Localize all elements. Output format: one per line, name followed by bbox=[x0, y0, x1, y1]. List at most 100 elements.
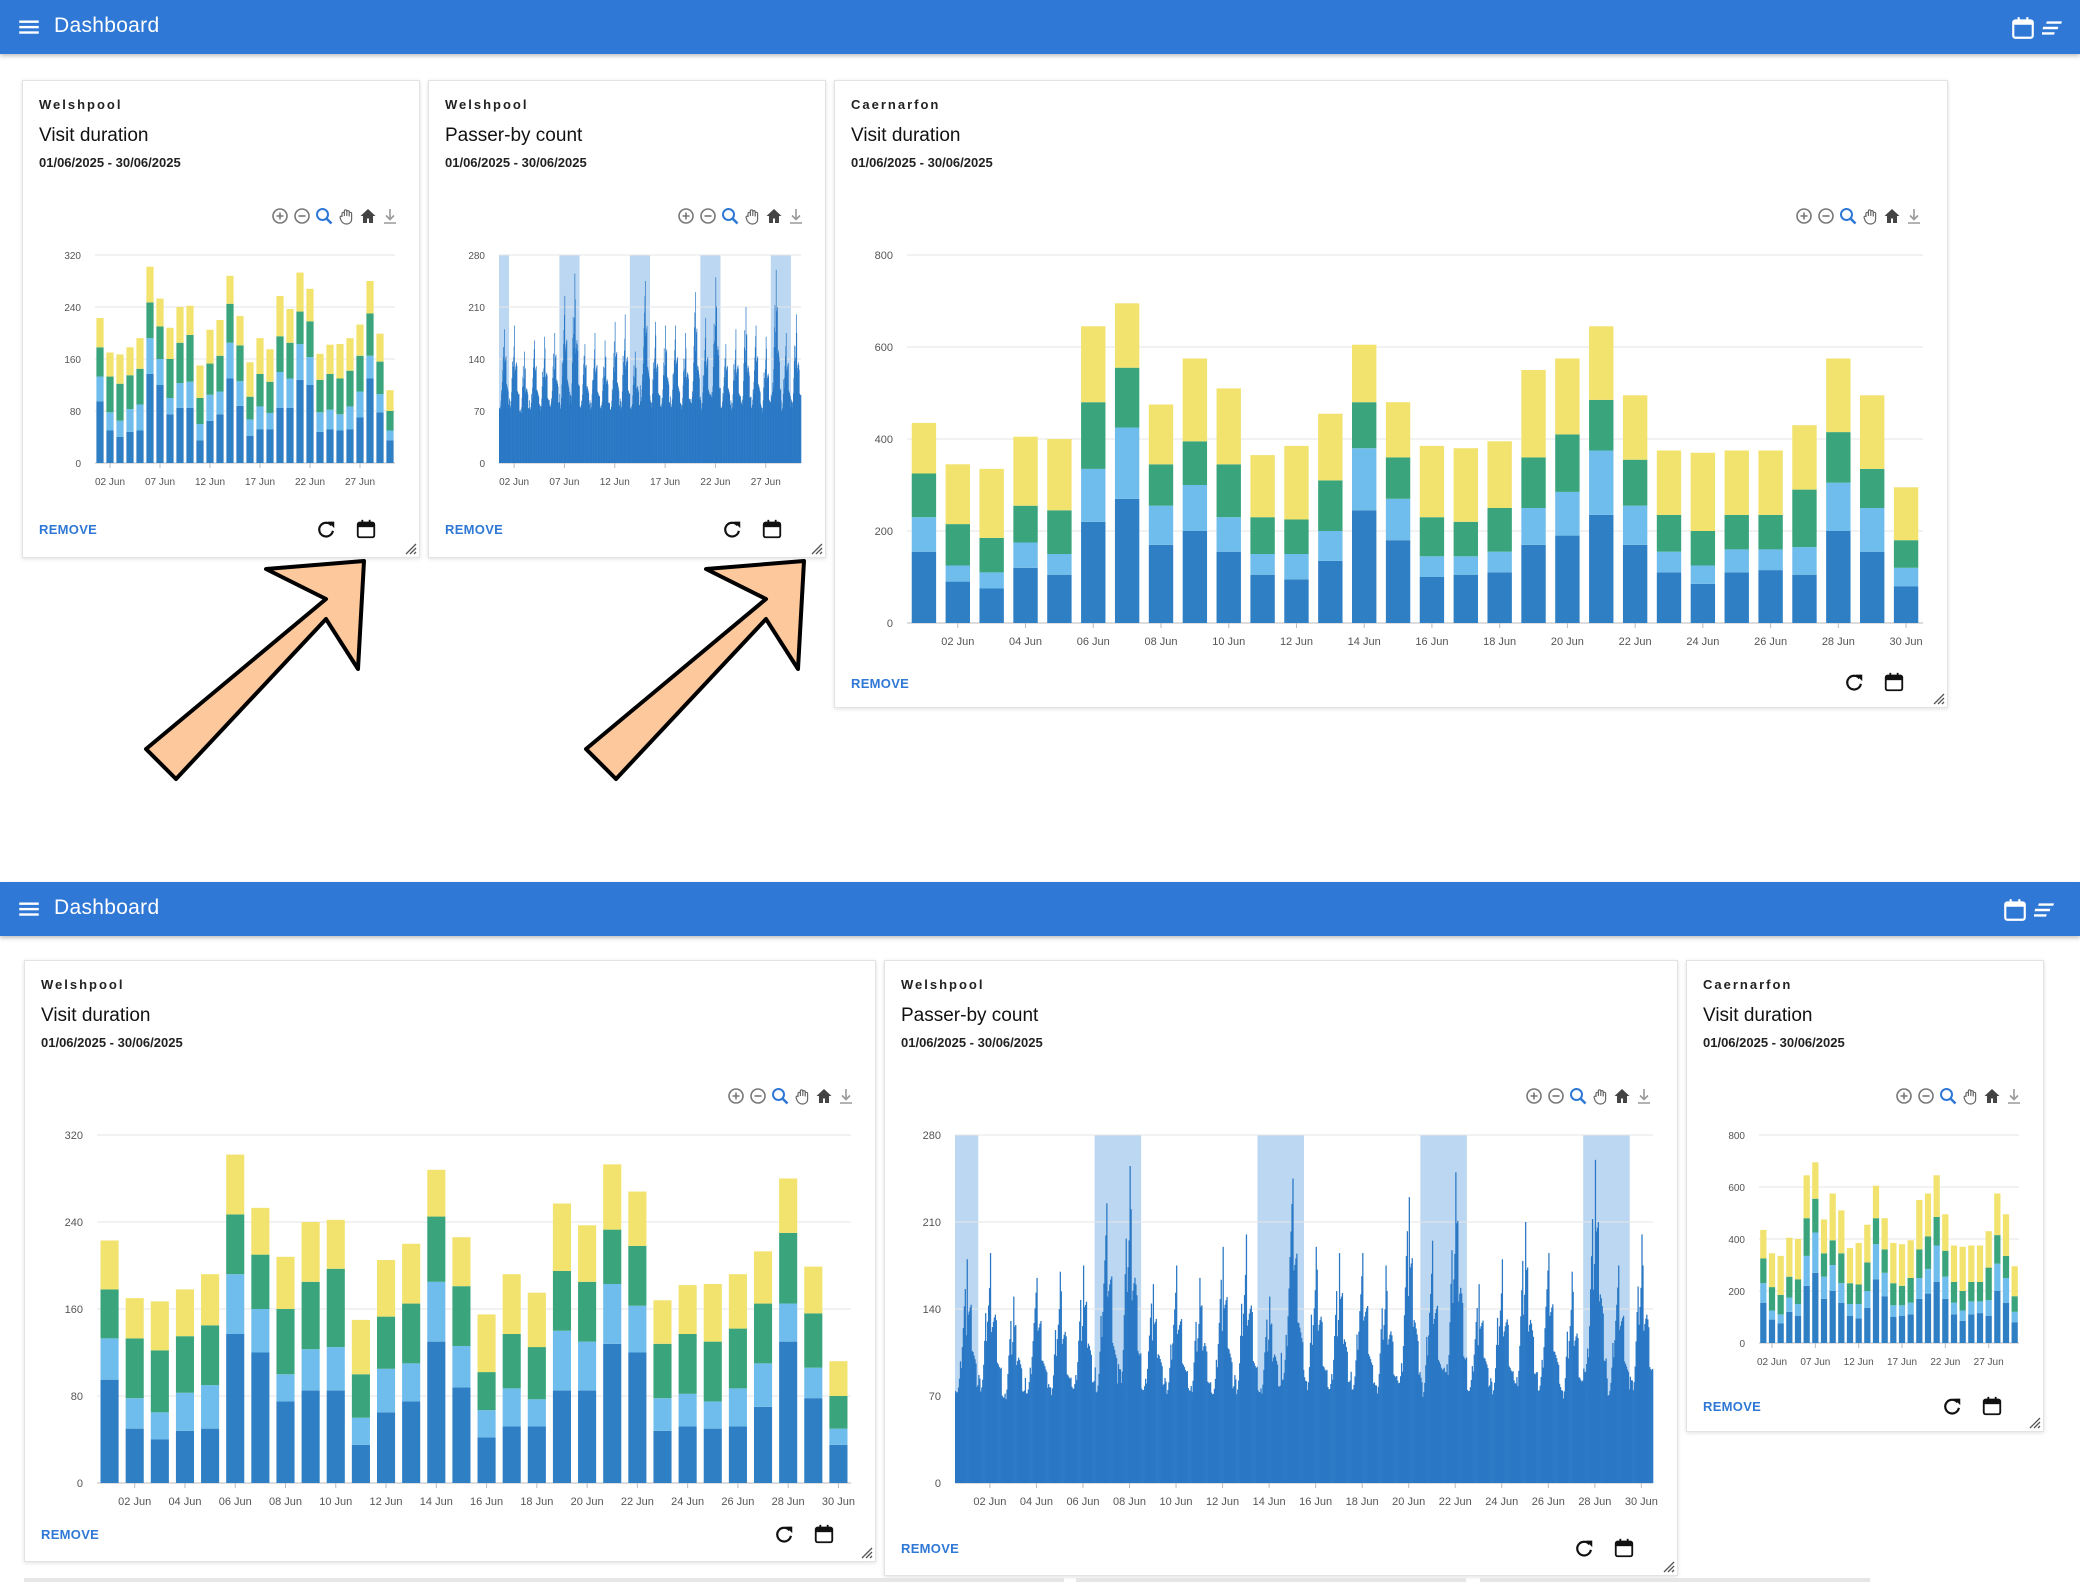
hourly-bar[interactable] bbox=[590, 407, 592, 463]
hourly-bar[interactable] bbox=[1299, 1327, 1301, 1483]
hourly-bar[interactable] bbox=[734, 359, 736, 463]
bar-segment[interactable] bbox=[1114, 303, 1140, 368]
hourly-bar[interactable] bbox=[1041, 1360, 1043, 1483]
hourly-bar[interactable] bbox=[1483, 1357, 1485, 1483]
hourly-bar[interactable] bbox=[652, 362, 654, 463]
bar-segment[interactable] bbox=[2002, 1302, 2010, 1343]
hourly-bar[interactable] bbox=[988, 1288, 991, 1483]
hourly-bar[interactable] bbox=[1298, 1323, 1300, 1483]
hourly-bar[interactable] bbox=[1378, 1373, 1380, 1483]
hourly-bar[interactable] bbox=[1278, 1386, 1281, 1483]
hourly-bar[interactable] bbox=[1027, 1389, 1029, 1483]
bar-segment[interactable] bbox=[351, 1444, 370, 1483]
bar-segment[interactable] bbox=[945, 565, 970, 582]
hourly-bar[interactable] bbox=[1393, 1374, 1395, 1483]
hourly-bar[interactable] bbox=[1147, 1351, 1150, 1483]
hourly-bar[interactable] bbox=[536, 390, 538, 463]
hourly-bar[interactable] bbox=[1019, 1364, 1022, 1483]
bar-segment[interactable] bbox=[266, 412, 274, 430]
hourly-bar[interactable] bbox=[579, 385, 580, 463]
hourly-bar[interactable] bbox=[705, 318, 707, 463]
bar-segment[interactable] bbox=[1318, 531, 1343, 561]
hourly-bar[interactable] bbox=[1462, 1302, 1464, 1483]
hourly-bar[interactable] bbox=[1490, 1378, 1492, 1483]
hourly-bar[interactable] bbox=[1282, 1379, 1284, 1483]
bar-segment[interactable] bbox=[1864, 1262, 1871, 1291]
hourly-bar[interactable] bbox=[1022, 1391, 1025, 1483]
hourly-bar[interactable] bbox=[730, 404, 731, 463]
hourly-bar[interactable] bbox=[642, 363, 644, 463]
hourly-bar[interactable] bbox=[1432, 1324, 1435, 1483]
hourly-bar[interactable] bbox=[584, 344, 586, 463]
hourly-bar[interactable] bbox=[714, 341, 716, 463]
hourly-bar[interactable] bbox=[1018, 1357, 1020, 1483]
hourly-bar[interactable] bbox=[592, 389, 594, 463]
bar-segment[interactable] bbox=[678, 1285, 697, 1335]
bar-segment[interactable] bbox=[804, 1313, 823, 1368]
hourly-bar[interactable] bbox=[511, 378, 513, 463]
hourly-bar[interactable] bbox=[735, 375, 737, 463]
bar-segment[interactable] bbox=[1872, 1185, 1880, 1219]
bar-segment[interactable] bbox=[1013, 436, 1038, 506]
hourly-bar[interactable] bbox=[993, 1317, 996, 1483]
hourly-bar[interactable] bbox=[1214, 1378, 1217, 1483]
hourly-bar[interactable] bbox=[1546, 1289, 1548, 1483]
hourly-bar[interactable] bbox=[1049, 1387, 1051, 1483]
hourly-bar[interactable] bbox=[510, 405, 512, 463]
hourly-bar[interactable] bbox=[1381, 1308, 1383, 1483]
pan-hand-icon[interactable] bbox=[743, 207, 761, 225]
hourly-bar[interactable] bbox=[574, 273, 576, 463]
hourly-bar[interactable] bbox=[676, 360, 678, 463]
bar-segment[interactable] bbox=[1893, 540, 1919, 568]
hourly-bar[interactable] bbox=[1231, 1362, 1233, 1483]
hourly-bar[interactable] bbox=[566, 339, 568, 463]
hourly-bar[interactable] bbox=[1595, 1231, 1598, 1483]
bar-segment[interactable] bbox=[126, 409, 134, 432]
hourly-bar[interactable] bbox=[651, 407, 652, 463]
hourly-bar[interactable] bbox=[527, 392, 528, 463]
hourly-bar[interactable] bbox=[757, 356, 759, 463]
hourly-bar[interactable] bbox=[507, 391, 509, 463]
bar-segment[interactable] bbox=[146, 338, 154, 374]
hourly-bar[interactable] bbox=[754, 347, 756, 463]
bar-segment[interactable] bbox=[346, 406, 354, 430]
bar-segment[interactable] bbox=[779, 1178, 798, 1233]
hourly-bar[interactable] bbox=[1244, 1274, 1247, 1483]
hourly-bar[interactable] bbox=[500, 405, 501, 463]
hourly-bar[interactable] bbox=[699, 396, 701, 463]
hourly-bar[interactable] bbox=[779, 361, 780, 463]
hourly-bar[interactable] bbox=[652, 379, 654, 463]
bar-segment[interactable] bbox=[552, 1330, 572, 1391]
hourly-bar[interactable] bbox=[1125, 1238, 1127, 1483]
hourly-bar[interactable] bbox=[1405, 1256, 1408, 1483]
hourly-bar[interactable] bbox=[1481, 1322, 1483, 1483]
hourly-bar[interactable] bbox=[1574, 1340, 1576, 1483]
bar-segment[interactable] bbox=[116, 437, 124, 463]
hourly-bar[interactable] bbox=[992, 1321, 995, 1483]
hourly-bar[interactable] bbox=[1068, 1377, 1070, 1483]
hourly-bar[interactable] bbox=[1489, 1385, 1491, 1483]
bar-segment[interactable] bbox=[326, 344, 334, 374]
zoom-select-icon[interactable] bbox=[721, 207, 739, 225]
hourly-bar[interactable] bbox=[1363, 1320, 1365, 1483]
bar-segment[interactable] bbox=[427, 1169, 446, 1217]
hourly-bar[interactable] bbox=[655, 321, 656, 463]
hourly-bar[interactable] bbox=[700, 402, 702, 463]
hourly-bar[interactable] bbox=[1426, 1336, 1428, 1483]
hourly-bar[interactable] bbox=[560, 408, 561, 463]
hourly-bar[interactable] bbox=[1184, 1369, 1187, 1483]
hourly-bar[interactable] bbox=[616, 353, 617, 463]
hourly-bar[interactable] bbox=[1316, 1269, 1318, 1483]
hourly-bar[interactable] bbox=[1305, 1381, 1308, 1483]
bar-segment[interactable] bbox=[945, 464, 970, 525]
hourly-bar[interactable] bbox=[1064, 1331, 1066, 1483]
hourly-bar[interactable] bbox=[1395, 1377, 1397, 1483]
bar-segment[interactable] bbox=[296, 379, 304, 463]
hourly-bar[interactable] bbox=[1173, 1324, 1175, 1483]
hourly-bar[interactable] bbox=[568, 386, 569, 463]
hourly-bar[interactable] bbox=[1296, 1253, 1298, 1483]
hourly-bar[interactable] bbox=[563, 343, 564, 463]
bar-segment[interactable] bbox=[1182, 358, 1208, 442]
hourly-bar[interactable] bbox=[787, 363, 789, 463]
hourly-bar[interactable] bbox=[1522, 1260, 1524, 1483]
